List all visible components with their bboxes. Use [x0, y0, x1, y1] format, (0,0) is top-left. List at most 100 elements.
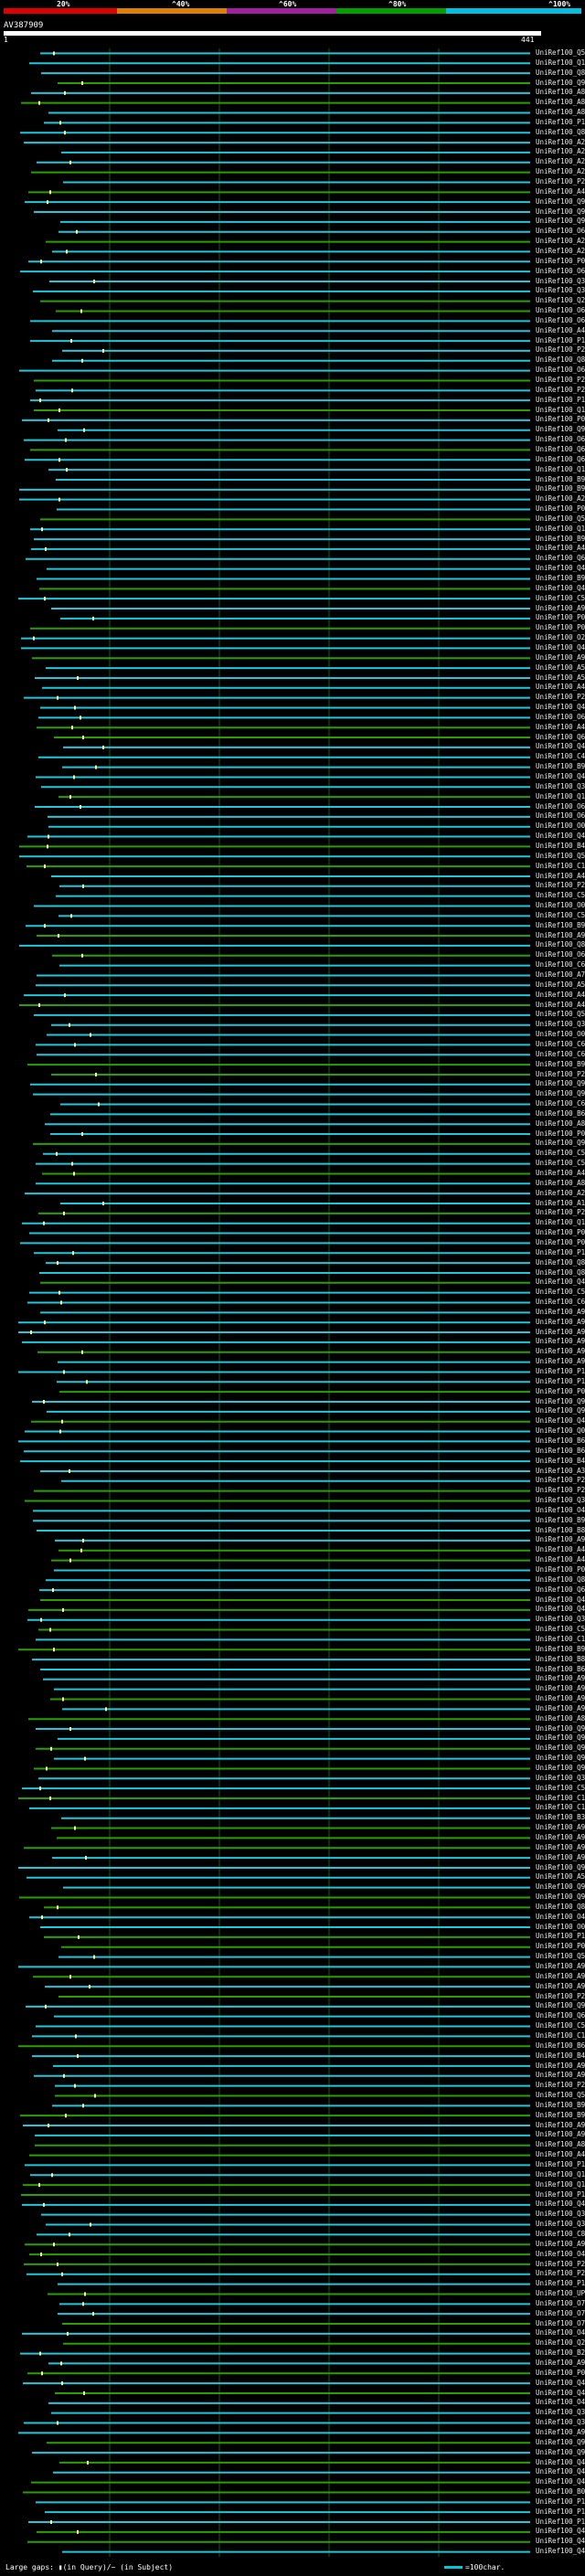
hit-label[interactable]: UniRef100_P12471 [536, 2189, 585, 2199]
hit-label[interactable]: UniRef100_C6TDT3 [536, 1099, 585, 1108]
hit-label[interactable]: UniRef100_Q41085 [536, 564, 585, 573]
hit-label[interactable]: UniRef100_Q40769 [536, 1277, 585, 1287]
hit-label[interactable]: UniRef100_Q38713 [536, 2210, 585, 2219]
hit-label[interactable]: UniRef100_P20860 [536, 2259, 585, 2268]
hit-label[interactable]: UniRef100_A9NRK2 [536, 1357, 585, 1366]
hit-label[interactable]: UniRef100_A9NT55 [536, 1823, 585, 1832]
hit-label[interactable]: UniRef100_P22886 [536, 177, 585, 186]
hit-label[interactable]: UniRef100_A9NVU9 [536, 1962, 585, 1970]
hit-label[interactable]: UniRef100_Q84U94 [536, 940, 585, 949]
hit-label[interactable]: UniRef100_Q9VFG7 [536, 2437, 585, 2446]
hit-label[interactable]: UniRef100_Q8LC24 [536, 1574, 585, 1584]
hit-label[interactable]: UniRef100_C1K5B9 [536, 1793, 585, 1802]
hit-label[interactable]: UniRef100_O7E5P6 [536, 2298, 585, 2307]
hit-label[interactable]: UniRef100_A4GPL0 [536, 1000, 585, 1009]
hit-label[interactable]: UniRef100_C6HGD7 [536, 1298, 585, 1307]
hit-label[interactable]: UniRef100_B9NP20 [536, 920, 585, 929]
hit-label[interactable]: UniRef100_Q1EP45 [536, 791, 585, 800]
hit-label[interactable]: UniRef100_P27498 [536, 2269, 585, 2278]
hit-label[interactable]: UniRef100_Q4VR59 [536, 2200, 585, 2209]
hit-label[interactable]: UniRef100_Q4VV5E [536, 2388, 585, 2397]
hit-label[interactable]: UniRef100_A2SY44 [536, 246, 585, 255]
hit-label[interactable]: UniRef100_A8JDJ4 [536, 1178, 585, 1187]
hit-label[interactable]: UniRef100_Q41421 [536, 583, 585, 592]
hit-label[interactable]: UniRef100_A4F3R4 [536, 722, 585, 731]
hit-label[interactable]: UniRef100_Q67TH3 [536, 732, 585, 741]
hit-label[interactable]: UniRef100_Q9S717 [536, 2001, 585, 2010]
hit-label[interactable]: UniRef100_A9S6F4 [536, 2061, 585, 2070]
hit-label[interactable]: UniRef100_A8NPF9 [536, 2140, 585, 2149]
hit-label[interactable]: UniRef100_A9NTS2 [536, 1307, 585, 1316]
hit-label[interactable]: UniRef100_Q40934 [536, 1605, 585, 1614]
hit-label[interactable]: UniRef100_Q93VE0 [536, 1139, 585, 1148]
hit-label[interactable]: UniRef100_Q39831 [536, 1020, 585, 1029]
hit-label[interactable]: UniRef100_C1FND4 [536, 1634, 585, 1643]
hit-label[interactable]: UniRef100_P04871 [536, 1228, 585, 1237]
hit-label[interactable]: UniRef100_Q3LFJ5 [536, 1615, 585, 1624]
hit-label[interactable]: UniRef100_O64444 [536, 950, 585, 959]
hit-label[interactable]: UniRef100_C5WTL4 [536, 910, 585, 919]
hit-label[interactable]: UniRef100_P14273 [536, 117, 585, 126]
hit-label[interactable]: UniRef100_P04780 [536, 623, 585, 632]
hit-label[interactable]: UniRef100_A9RXA6 [536, 2130, 585, 2139]
hit-label[interactable]: UniRef100_A2SY45 [536, 237, 585, 246]
hit-label[interactable]: UniRef100_Q8W159 [536, 1257, 585, 1267]
hit-label[interactable]: UniRef100_Q9ZSV2 [536, 217, 585, 226]
hit-label[interactable]: UniRef100_B4FUA1 [536, 841, 585, 850]
hit-label[interactable]: UniRef100_A2SY33 [536, 494, 585, 504]
hit-label[interactable]: UniRef100_C5Y083 [536, 1149, 585, 1158]
hit-label[interactable]: UniRef100_B9T107 [536, 574, 585, 583]
hit-label[interactable]: UniRef100_A9PFW7 [536, 1684, 585, 1693]
hit-label[interactable]: UniRef100_P27495 [536, 693, 585, 702]
hit-label[interactable]: UniRef100_B6RNX2 [536, 2041, 585, 2050]
hit-label[interactable]: UniRef100_O4E1R4 [536, 2328, 585, 2337]
hit-label[interactable]: UniRef100_P06009 [536, 1942, 585, 1951]
hit-label[interactable]: UniRef100_P27494 [536, 1991, 585, 2000]
hit-label[interactable]: UniRef100_A9NNP2 [536, 2427, 585, 2436]
hit-label[interactable]: UniRef100_O7E5P4 [536, 2308, 585, 2317]
hit-label[interactable]: UniRef100_A9NT80 [536, 1347, 585, 1356]
hit-label[interactable]: UniRef100_A4GPL2 [536, 990, 585, 999]
hit-label[interactable]: UniRef100_Q9FT73 [536, 1882, 585, 1892]
hit-label[interactable]: UniRef100_Q8S300 [536, 355, 585, 365]
hit-label[interactable]: UniRef100_Q9LKI0 [536, 1406, 585, 1415]
hit-label[interactable]: UniRef100_A3F0B9 [536, 1466, 585, 1475]
hit-label[interactable]: UniRef100_Q39768 [536, 781, 585, 790]
hit-label[interactable]: UniRef100_A5B982 [536, 980, 585, 989]
hit-label[interactable]: UniRef100_P13851 [536, 1376, 585, 1385]
hit-label[interactable]: UniRef100_P12470 [536, 335, 585, 345]
hit-label[interactable]: UniRef100_Q59GL4 [536, 48, 585, 57]
hit-label[interactable]: UniRef100_Q32496 [536, 276, 585, 285]
hit-label[interactable]: UniRef100_A9NI54 [536, 2071, 585, 2080]
hit-label[interactable]: UniRef100_O64445 [536, 712, 585, 721]
hit-label[interactable]: UniRef100_P04778 [536, 1237, 585, 1246]
hit-label[interactable]: UniRef100_A2SY36 [536, 157, 585, 166]
hit-label[interactable]: UniRef100_Q8V287 [536, 1267, 585, 1277]
hit-label[interactable]: UniRef100_Q41413 [536, 832, 585, 841]
hit-label[interactable]: UniRef100_A9P0U2 [536, 1327, 585, 1336]
hit-label[interactable]: UniRef100_Q35UF9 [536, 2418, 585, 2427]
hit-label[interactable]: UniRef100_Q39942 [536, 1496, 585, 1505]
hit-label[interactable]: UniRef100_O49057 [536, 1505, 585, 1514]
hit-label[interactable]: UniRef100_Q1KL23 [536, 524, 585, 533]
hit-label[interactable]: UniRef100_A7PJV3 [536, 970, 585, 980]
hit-label[interactable]: UniRef100_Q40961 [536, 642, 585, 652]
hit-label[interactable]: UniRef100_B3GD04 [536, 1813, 585, 1822]
hit-label[interactable]: UniRef100_Q2XTE0 [536, 296, 585, 305]
hit-label[interactable]: UniRef100_C5YG81 [536, 1783, 585, 1792]
hit-label[interactable]: UniRef100_Q9ZS24 [536, 425, 585, 434]
hit-label[interactable]: UniRef100_A9PJH7 [536, 1674, 585, 1683]
hit-label[interactable]: UniRef100_Q9ZSJ5 [536, 78, 585, 87]
hit-label[interactable]: UniRef100_Q8S378 [536, 68, 585, 77]
hit-label[interactable]: UniRef100_Q41447 [536, 1416, 585, 1426]
hit-label[interactable]: UniRef100_B9GTD8 [536, 2100, 585, 2109]
hit-label[interactable]: UniRef100_Q5M9E1 [536, 514, 585, 523]
hit-label[interactable]: UniRef100_Q40995 [536, 1595, 585, 1604]
hit-label[interactable]: UniRef100_O22669 [536, 633, 585, 642]
hit-label[interactable]: UniRef100_P04783 [536, 504, 585, 514]
hit-label[interactable]: UniRef100_B8LPT5 [536, 1654, 585, 1663]
hit-label[interactable]: UniRef100_Q9F141 [536, 2447, 585, 2456]
hit-label[interactable]: UniRef100_C5YVW5 [536, 1288, 585, 1297]
hit-label[interactable]: UniRef100_C1K5D0 [536, 861, 585, 870]
hit-label[interactable]: UniRef100_O64443 [536, 801, 585, 811]
